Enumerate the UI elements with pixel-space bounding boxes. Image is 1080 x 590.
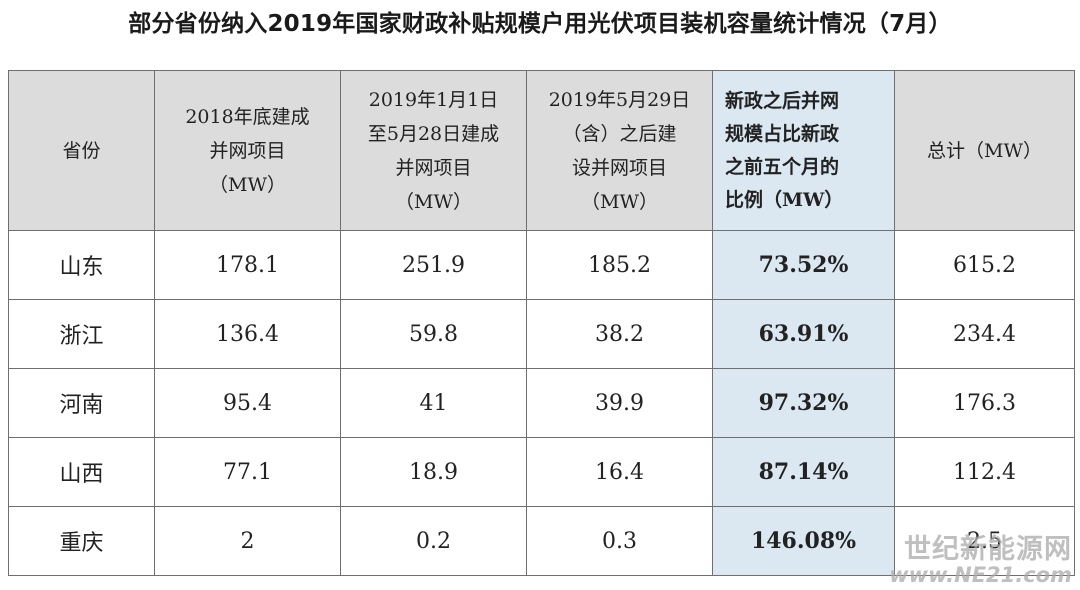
cell-built-2018: 2 xyxy=(154,506,341,576)
header-line: 设并网项目 xyxy=(571,156,667,179)
header-line: 2019年1月1日 xyxy=(368,88,499,111)
cell-province: 山东 xyxy=(8,230,155,300)
header-line: 比例（MW） xyxy=(725,188,844,211)
table-row: 山西 77.1 18.9 16.4 87.14% 112.4 xyxy=(8,437,1075,507)
watermark-text: 世纪新能源网 xyxy=(904,533,1072,565)
cell-province: 重庆 xyxy=(8,506,155,576)
header-line: 省份 xyxy=(62,139,101,162)
header-line: 并网项目 xyxy=(395,156,472,179)
cell-total: 234.4 xyxy=(894,299,1075,369)
cell-ratio: 146.08% xyxy=(712,506,895,576)
header-built-2018: 2018年底建成 并网项目 （MW） xyxy=(154,70,341,231)
header-line: （MW） xyxy=(209,173,286,196)
cell-total: 176.3 xyxy=(894,368,1075,438)
cell-built-2018: 136.4 xyxy=(154,299,341,369)
cell-built-after-may29: 16.4 xyxy=(526,437,713,507)
table-row: 山东 178.1 251.9 185.2 73.52% 615.2 xyxy=(8,230,1075,300)
watermark-url: www.NE21.com xyxy=(889,562,1072,587)
header-line: 并网项目 xyxy=(209,139,286,162)
cell-built-jan-may: 18.9 xyxy=(340,437,527,507)
cell-built-jan-may: 251.9 xyxy=(340,230,527,300)
header-line: （MW） xyxy=(395,190,472,213)
cell-total: 2.5 xyxy=(894,506,1075,576)
header-line: 新政之后并网 xyxy=(725,89,840,112)
header-line: 2018年底建成 xyxy=(185,105,310,128)
header-line: （MW） xyxy=(581,190,658,213)
cell-ratio: 97.32% xyxy=(712,368,895,438)
table-row: 浙江 136.4 59.8 38.2 63.91% 234.4 xyxy=(8,299,1075,369)
cell-built-2018: 77.1 xyxy=(154,437,341,507)
cell-built-2018: 95.4 xyxy=(154,368,341,438)
cell-province: 河南 xyxy=(8,368,155,438)
watermark-logo: 世纪新能源网 www.NE21.com xyxy=(889,533,1072,587)
header-total: 总计（MW） xyxy=(894,70,1075,231)
cell-province: 浙江 xyxy=(8,299,155,369)
cell-built-after-may29: 0.3 xyxy=(526,506,713,576)
stats-table: 省份 2018年底建成 并网项目 （MW） 2019年1月1日 至5月28日建成… xyxy=(8,70,1075,576)
cell-ratio: 63.91% xyxy=(712,299,895,369)
cell-built-jan-may: 59.8 xyxy=(340,299,527,369)
cell-province: 山西 xyxy=(8,437,155,507)
header-line: 规模占比新政 xyxy=(725,122,840,145)
cell-built-jan-may: 0.2 xyxy=(340,506,527,576)
cell-ratio: 87.14% xyxy=(712,437,895,507)
cell-total: 112.4 xyxy=(894,437,1075,507)
page-title: 部分省份纳入2019年国家财政补贴规模户用光伏项目装机容量统计情况（7月） xyxy=(128,11,952,37)
table-row: 重庆 2 0.2 0.3 146.08% 2.5 xyxy=(8,506,1075,576)
cell-ratio: 73.52% xyxy=(712,230,895,300)
cell-built-2018: 178.1 xyxy=(154,230,341,300)
cell-total: 615.2 xyxy=(894,230,1075,300)
cell-built-after-may29: 39.9 xyxy=(526,368,713,438)
table-header-row: 省份 2018年底建成 并网项目 （MW） 2019年1月1日 至5月28日建成… xyxy=(8,70,1075,231)
header-built-after-may29: 2019年5月29日 （含）之后建 设并网项目 （MW） xyxy=(526,70,713,231)
header-line: 2019年5月29日 xyxy=(548,88,691,111)
cell-built-jan-may: 41 xyxy=(340,368,527,438)
header-ratio: 新政之后并网 规模占比新政 之前五个月的 比例（MW） xyxy=(712,70,895,231)
header-line: 之前五个月的 xyxy=(725,155,840,178)
header-line: 总计（MW） xyxy=(927,139,1042,162)
header-line: 至5月28日建成 xyxy=(367,122,500,145)
header-built-jan-may: 2019年1月1日 至5月28日建成 并网项目 （MW） xyxy=(340,70,527,231)
header-province: 省份 xyxy=(8,70,155,231)
cell-built-after-may29: 38.2 xyxy=(526,299,713,369)
header-line: （含）之后建 xyxy=(562,122,677,145)
table-row: 河南 95.4 41 39.9 97.32% 176.3 xyxy=(8,368,1075,438)
cell-built-after-may29: 185.2 xyxy=(526,230,713,300)
